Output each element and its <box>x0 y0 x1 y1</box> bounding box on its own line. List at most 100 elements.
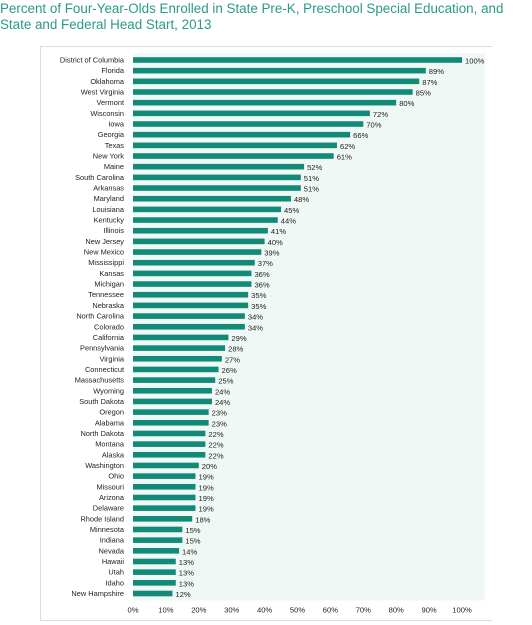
category-label: Indiana <box>100 536 125 545</box>
value-label: 15% <box>185 526 200 535</box>
category-label: Virginia <box>99 354 124 363</box>
bar <box>133 451 206 458</box>
value-label: 22% <box>208 451 223 460</box>
value-label: 13% <box>179 558 194 567</box>
category-label: Washington <box>85 461 124 470</box>
value-label: 20% <box>202 462 217 471</box>
value-label: 66% <box>353 131 368 140</box>
bar <box>133 227 268 234</box>
bar <box>133 67 426 74</box>
category-label: Vermont <box>96 98 124 107</box>
bar <box>133 99 397 106</box>
category-label: South Carolina <box>75 173 125 182</box>
category-label: West Virginia <box>81 88 125 97</box>
value-label: 14% <box>182 547 197 556</box>
category-label: Florida <box>101 66 124 75</box>
bar <box>133 334 229 341</box>
bar <box>133 185 301 191</box>
bar <box>133 217 278 223</box>
bar <box>133 142 337 149</box>
bar <box>133 516 193 522</box>
x-axis-ticks: 0% 10% 20% 30% 40% 50% 60% 70% 80% 90% 100% <box>128 606 472 615</box>
value-label: 41% <box>271 227 286 236</box>
value-label: 23% <box>212 409 227 418</box>
category-label: Connecticut <box>85 365 124 374</box>
value-label: 28% <box>228 345 243 354</box>
bar <box>133 537 183 543</box>
bar <box>133 462 199 469</box>
bar <box>133 484 196 490</box>
bar <box>133 249 262 255</box>
bar <box>133 302 249 309</box>
value-label: 34% <box>248 313 263 322</box>
value-label: 37% <box>258 259 273 268</box>
bar <box>133 473 196 479</box>
category-label: Iowa <box>108 120 125 129</box>
bar <box>133 387 212 394</box>
x-tick-label: 70% <box>356 606 371 615</box>
bar <box>133 355 222 362</box>
value-label: 72% <box>373 110 388 119</box>
value-label: 24% <box>215 387 230 396</box>
bar <box>133 313 245 319</box>
value-label: 19% <box>199 494 214 503</box>
category-label: Wisconsin <box>90 109 124 118</box>
value-labels: 100% 89% 87% 85%80% 72% 70%66% 62% 61% 52% 51% 51%… <box>175 57 484 600</box>
bar <box>133 291 249 298</box>
category-label: North Dakota <box>80 429 124 438</box>
category-label: Colorado <box>94 322 124 331</box>
value-label: 22% <box>208 430 223 439</box>
category-label: Hawaii <box>102 557 125 566</box>
category-label: Missouri <box>96 482 124 491</box>
value-label: 35% <box>251 291 266 300</box>
value-label: 34% <box>248 323 263 332</box>
category-label: Utah <box>108 568 124 577</box>
category-label: New Mexico <box>84 248 124 257</box>
x-tick-label: 80% <box>389 606 404 615</box>
category-label: New Hampshire <box>71 589 124 598</box>
value-label: 89% <box>429 67 444 76</box>
category-label: Oregon <box>99 408 124 417</box>
value-label: 13% <box>179 579 194 588</box>
category-label: Maryland <box>94 194 124 203</box>
bar <box>133 366 219 373</box>
value-label: 80% <box>399 99 414 108</box>
category-label: New York <box>93 152 125 161</box>
value-label: 40% <box>268 238 283 247</box>
chart-title-line-2: State and Federal Head Start, 2013 <box>0 17 212 32</box>
category-label: Kentucky <box>94 216 125 225</box>
value-label: 29% <box>231 334 246 343</box>
value-label: 36% <box>254 270 269 279</box>
x-tick-label: 10% <box>158 606 173 615</box>
bar <box>133 78 420 85</box>
bar <box>133 558 176 565</box>
x-tick-label: 100% <box>452 606 472 615</box>
chart-title: Percent of Four-Year-Olds Enrolled in St… <box>0 1 532 33</box>
value-label: 52% <box>307 163 322 172</box>
category-label: Maine <box>104 162 124 171</box>
x-tick-label: 0% <box>128 606 139 615</box>
x-tick-label: 40% <box>257 606 272 615</box>
bar <box>133 526 183 533</box>
bar <box>133 259 255 266</box>
category-label: Minnesota <box>90 525 125 534</box>
bar <box>133 110 370 117</box>
bar <box>133 580 176 586</box>
bar <box>133 206 282 213</box>
chart-frame <box>40 46 492 621</box>
bar <box>133 195 291 202</box>
x-tick-label: 30% <box>224 606 239 615</box>
bar <box>133 238 265 245</box>
category-label: Wyoming <box>93 386 124 395</box>
bar <box>133 441 206 447</box>
value-label: 100% <box>465 57 485 66</box>
category-label: Rhode Island <box>80 514 124 523</box>
category-label: California <box>93 333 125 342</box>
bar <box>133 270 252 277</box>
category-label: New Jersey <box>85 237 124 246</box>
bar <box>133 57 462 63</box>
value-label: 70% <box>366 121 381 130</box>
bar <box>133 505 196 511</box>
value-label: 12% <box>175 590 190 599</box>
bar <box>133 548 180 554</box>
